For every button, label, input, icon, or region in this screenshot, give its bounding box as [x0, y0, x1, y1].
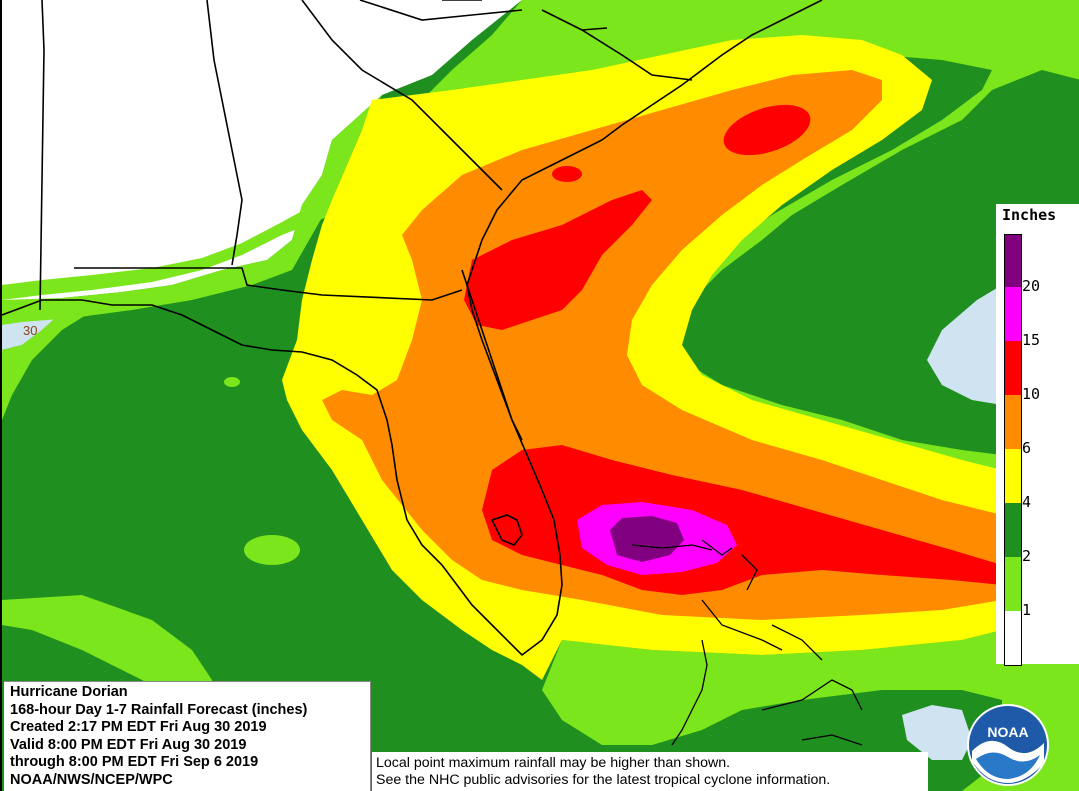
no-rain-water-southeast: [902, 705, 972, 760]
legend-label-10: 10: [1022, 385, 1041, 403]
rainfall-10-15-small: [552, 166, 582, 182]
product-title: 168-hour Day 1-7 Rainfall Forecast (inch…: [10, 701, 308, 718]
legend-swatch-6-10: [1005, 395, 1021, 449]
no-rain-water-atlantic-east: [927, 285, 1002, 405]
rainfall-1-2-patch-small-2: [224, 377, 240, 387]
legend-color-bar: [1004, 234, 1022, 666]
rainfall-1-2-patch-small-1: [93, 604, 107, 616]
valid-time: Valid 8:00 PM EDT Fri Aug 30 2019: [10, 736, 247, 753]
agency: NOAA/NWS/NCEP/WPC: [10, 771, 173, 788]
disclaimer-line-1: Local point maximum rainfall may be high…: [376, 755, 731, 771]
through-time: through 8:00 PM EDT Fri Sep 6 2019: [10, 754, 259, 771]
legend-swatch-1-2: [1005, 557, 1021, 611]
disclaimer-line-2: See the NHC public advisories for the la…: [376, 771, 831, 788]
rainfall-20-plus: [610, 516, 684, 562]
rainfall-1-2-patch-gulf: [244, 535, 300, 565]
legend-swatch-4-6: [1005, 449, 1021, 503]
rainfall-1-2-south-band: [2, 595, 212, 700]
latitude-label: 30: [23, 323, 38, 338]
legend-label-1: 1: [1022, 601, 1032, 619]
rainfall-10-15-north: [464, 190, 652, 330]
disclaimer-box: Local point maximum rainfall may be high…: [372, 752, 928, 791]
rainfall-1-2-patch-keys: [683, 678, 715, 702]
rainfall-1-2-band-west: [2, 95, 382, 325]
legend-swatch-0-1: [1005, 611, 1021, 665]
legend: Inches 20 15 10 6 4 2 1: [996, 204, 1079, 666]
legend-swatch-20-plus: [1005, 235, 1021, 287]
legend-label-20: 20: [1022, 277, 1041, 295]
legend-swatch-15-20: [1005, 287, 1021, 341]
no-rain-land-northwest: [2, 0, 522, 305]
legend-label-2: 2: [1022, 547, 1032, 565]
legend-label-4: 4: [1022, 493, 1032, 511]
legend-label-6: 6: [1022, 439, 1032, 457]
legend-title: Inches: [1002, 206, 1057, 224]
info-box: Hurricane Dorian 168-hour Day 1-7 Rainfa…: [4, 681, 371, 791]
noaa-logo: NOAA: [967, 704, 1049, 786]
legend-swatch-2-4: [1005, 503, 1021, 557]
legend-label-15: 15: [1022, 331, 1041, 349]
rainfall-1-2-gulf-arc: [2, 305, 102, 420]
created-time: Created 2:17 PM EDT Fri Aug 30 2019: [10, 719, 267, 736]
bahamas-cuba-outlines: [631, 539, 863, 746]
coastline: [2, 0, 823, 657]
state-boundaries: [39, 0, 693, 311]
legend-swatch-10-15: [1005, 341, 1021, 395]
storm-name: Hurricane Dorian: [10, 684, 128, 700]
noaa-logo-text: NOAA: [987, 724, 1028, 740]
rainfall-10-15-offshore: [723, 104, 811, 156]
rainfall-1-2-patch-atlantic: [1050, 52, 1074, 68]
rainfall-1-2-south-east: [542, 630, 1002, 745]
